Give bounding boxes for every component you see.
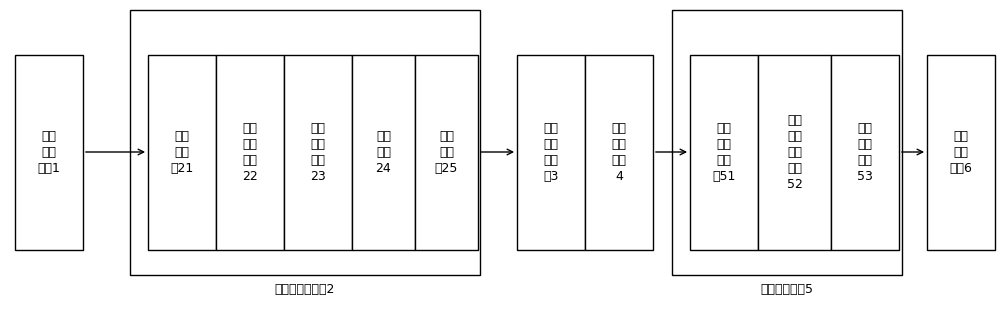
Bar [352,55,415,250]
Text: 灰度
化模
块21: 灰度 化模 块21 [170,130,194,175]
Text: 盲孔
检测
模块
53: 盲孔 检测 模块 53 [857,122,873,183]
Bar [130,10,480,275]
Text: 倾斜
校正
模块
23: 倾斜 校正 模块 23 [310,122,326,183]
Bar [148,55,216,250]
Bar [758,55,831,250]
Bar [15,55,83,250]
Bar [284,55,352,250]
Bar [585,55,653,250]
Text: 特征
点检
测模
块51: 特征 点检 测模 块51 [712,122,736,183]
Text: 参数
读取
单元
4: 参数 读取 单元 4 [612,122,626,183]
Bar [415,55,478,250]
Text: 图像
增强
模块
22: 图像 增强 模块 22 [242,122,258,183]
Text: 文件
预处
理单
元3: 文件 预处 理单 元3 [543,122,559,183]
Bar [927,55,995,250]
Text: 误差
计算
单元6: 误差 计算 单元6 [950,130,972,175]
Text: 二值
化模
块25: 二值 化模 块25 [435,130,458,175]
Bar [216,55,284,250]
Bar [831,55,899,250]
Bar [517,55,585,250]
Bar [690,55,758,250]
Text: 裁剪
模块
24: 裁剪 模块 24 [376,130,391,175]
Text: 盲孔
区域
估算
模块
52: 盲孔 区域 估算 模块 52 [787,114,802,191]
Text: 图像预处理单元2: 图像预处理单元2 [275,283,335,296]
Bar [672,10,902,275]
Text: 图像
采集
单元1: 图像 采集 单元1 [38,130,60,175]
Text: 盲孔检测单元5: 盲孔检测单元5 [761,283,814,296]
